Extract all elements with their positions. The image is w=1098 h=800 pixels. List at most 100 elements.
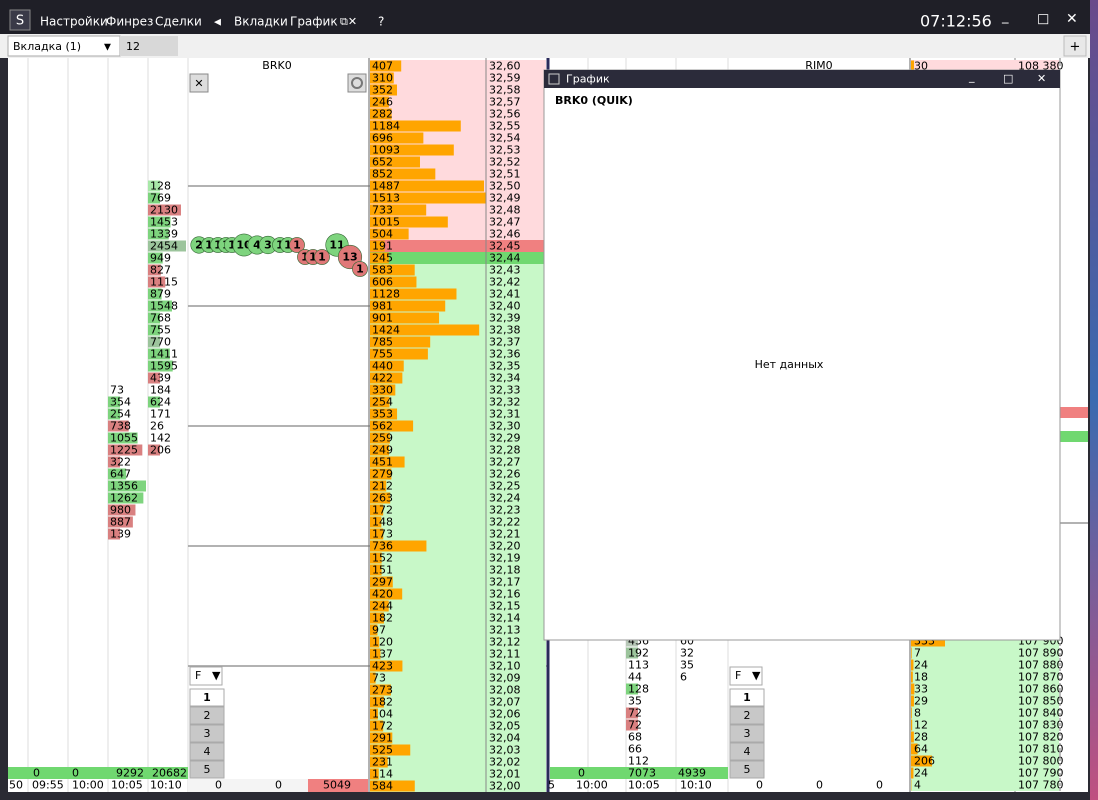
chart-close[interactable]: ✕ xyxy=(1037,72,1046,85)
filter-select[interactable] xyxy=(189,666,223,686)
volume-bar xyxy=(370,432,390,444)
level-label[interactable]: 3 xyxy=(744,727,751,740)
volume: 504 xyxy=(372,228,393,241)
filter-label[interactable]: F xyxy=(195,669,201,682)
cluster-volume: 1548 xyxy=(150,300,178,313)
close-panel[interactable] xyxy=(189,73,209,93)
level-label[interactable]: 5 xyxy=(204,763,211,776)
price: 32,40 xyxy=(489,300,521,313)
volume-bar xyxy=(911,707,912,719)
volume: 736 xyxy=(372,540,393,553)
cluster-volume: 68 xyxy=(628,731,642,744)
chart-maximize[interactable]: □ xyxy=(1003,72,1013,85)
minimize[interactable]: _ xyxy=(1001,10,1009,25)
add-tab[interactable] xyxy=(1063,35,1087,57)
menu-item[interactable]: Финрез xyxy=(106,15,153,29)
level-button[interactable] xyxy=(729,742,765,761)
level-button[interactable] xyxy=(189,688,225,707)
volume-bar xyxy=(370,612,384,624)
volume: 259 xyxy=(372,432,393,445)
level-button[interactable] xyxy=(189,760,225,779)
cluster-volume: 128 xyxy=(150,180,171,193)
volume: 120 xyxy=(372,636,393,649)
volume-bar xyxy=(370,720,384,732)
volume: 244 xyxy=(372,600,393,613)
close[interactable]: ✕ xyxy=(1066,11,1078,27)
cluster-volume: 72 xyxy=(628,707,642,720)
chart-title: График xyxy=(566,73,610,86)
volume: 352 xyxy=(372,84,393,97)
cluster-volume: 1595 xyxy=(150,360,178,373)
cluster-volume: 1453 xyxy=(150,216,178,229)
price: 32,12 xyxy=(489,636,521,649)
cluster-volume: 1339 xyxy=(150,228,178,241)
add-tab-label[interactable]: + xyxy=(1070,40,1081,55)
menu-item[interactable]: Сделки xyxy=(155,15,202,29)
level-label[interactable]: 2 xyxy=(204,709,211,722)
level-button[interactable] xyxy=(729,724,765,743)
volume-bar xyxy=(370,312,440,324)
cluster-bar xyxy=(148,360,173,372)
volume: 1184 xyxy=(372,120,400,133)
column-total: 4939 xyxy=(678,767,706,780)
price: 32,30 xyxy=(489,420,521,433)
cluster-volume: 1262 xyxy=(110,492,138,505)
level-label[interactable]: 2 xyxy=(744,709,751,722)
volume: 525 xyxy=(372,744,393,757)
bid-row xyxy=(370,360,546,372)
price: 32,09 xyxy=(489,672,521,685)
cluster-volume: 879 xyxy=(150,288,171,301)
panel-title: RIM0 xyxy=(805,59,832,72)
close-glyph[interactable]: ✕ xyxy=(194,77,203,90)
tab-second[interactable] xyxy=(120,36,178,56)
maximize[interactable]: □ xyxy=(1037,12,1049,27)
settings[interactable] xyxy=(347,73,367,93)
panel-total: 5049 xyxy=(323,779,351,792)
level-label[interactable]: 3 xyxy=(204,727,211,740)
menu-item[interactable]: Настройки xyxy=(40,15,108,29)
column-time: 10:10 xyxy=(150,779,182,792)
tab-second-label[interactable]: 12 xyxy=(126,40,140,53)
level-label[interactable]: 4 xyxy=(744,745,751,758)
volume: 420 xyxy=(372,588,393,601)
bid-row xyxy=(911,755,1059,767)
chart-minimize[interactable]: _ xyxy=(968,70,975,83)
menu-item[interactable]: График xyxy=(290,15,338,29)
price: 32,03 xyxy=(489,744,521,757)
title-bar xyxy=(0,0,1090,34)
cluster-volume: 647 xyxy=(110,468,131,481)
volume-bar xyxy=(370,192,486,204)
level-label[interactable]: 5 xyxy=(744,763,751,776)
level-button[interactable] xyxy=(729,688,765,707)
level-button[interactable] xyxy=(729,706,765,725)
back-icon[interactable]: ◀ xyxy=(214,18,221,28)
tab-dropdown[interactable]: ▼ xyxy=(104,43,111,53)
level-label[interactable]: 1 xyxy=(743,691,751,704)
volume: 407 xyxy=(372,60,393,73)
cluster-volume: 184 xyxy=(150,384,171,397)
price: 32,28 xyxy=(489,444,521,457)
menu-item[interactable]: Вкладки xyxy=(234,15,288,29)
volume-bar xyxy=(370,756,388,768)
bid-row xyxy=(370,372,546,384)
price: 32,50 xyxy=(489,180,521,193)
price: 32,39 xyxy=(489,312,521,325)
volume: 97 xyxy=(372,624,386,637)
bid-row xyxy=(911,695,1059,707)
window-icons[interactable]: ⧉✕ xyxy=(340,15,357,28)
level-button[interactable] xyxy=(189,706,225,725)
volume-bar xyxy=(370,540,427,552)
column-time: 50 xyxy=(9,779,23,792)
level-button[interactable] xyxy=(189,742,225,761)
filter-label[interactable]: F xyxy=(735,669,741,682)
filter-select[interactable] xyxy=(729,666,763,686)
volume: 1128 xyxy=(372,288,400,301)
level-label[interactable]: 1 xyxy=(203,691,211,704)
column-total: 0 xyxy=(72,767,79,780)
level-button[interactable] xyxy=(729,760,765,779)
tab-active-label[interactable]: Вкладка (1) xyxy=(13,40,81,53)
cluster-bar xyxy=(148,192,160,204)
level-label[interactable]: 4 xyxy=(204,745,211,758)
menu-item[interactable]: ? xyxy=(378,15,384,29)
level-button[interactable] xyxy=(189,724,225,743)
